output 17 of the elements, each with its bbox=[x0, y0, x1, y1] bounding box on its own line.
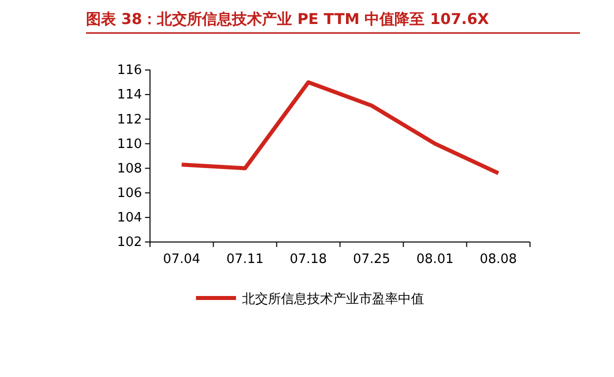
y-tick-label: 112 bbox=[117, 112, 142, 128]
y-tick-label: 102 bbox=[117, 235, 142, 250]
y-tick-label: 106 bbox=[117, 186, 142, 202]
y-tick-label: 114 bbox=[117, 88, 142, 103]
x-tick-label: 08.08 bbox=[480, 252, 517, 268]
legend-label: 北交所信息技术产业市盈率中值 bbox=[242, 291, 424, 307]
y-tick-label: 110 bbox=[117, 136, 142, 152]
x-tick-label: 07.25 bbox=[353, 252, 390, 268]
x-tick-label: 08.01 bbox=[416, 252, 454, 268]
x-tick-label: 07.04 bbox=[163, 252, 200, 268]
x-tick-label: 07.11 bbox=[226, 252, 264, 268]
chart-title: 图表 38：北交所信息技术产业 PE TTM 中值降至 107.6X bbox=[86, 10, 490, 28]
line-series bbox=[180, 80, 500, 176]
y-tick-label: 108 bbox=[117, 161, 142, 176]
x-tick-label: 07.18 bbox=[290, 252, 327, 268]
y-tick-label: 116 bbox=[117, 63, 142, 78]
y-tick-label: 104 bbox=[117, 210, 142, 226]
